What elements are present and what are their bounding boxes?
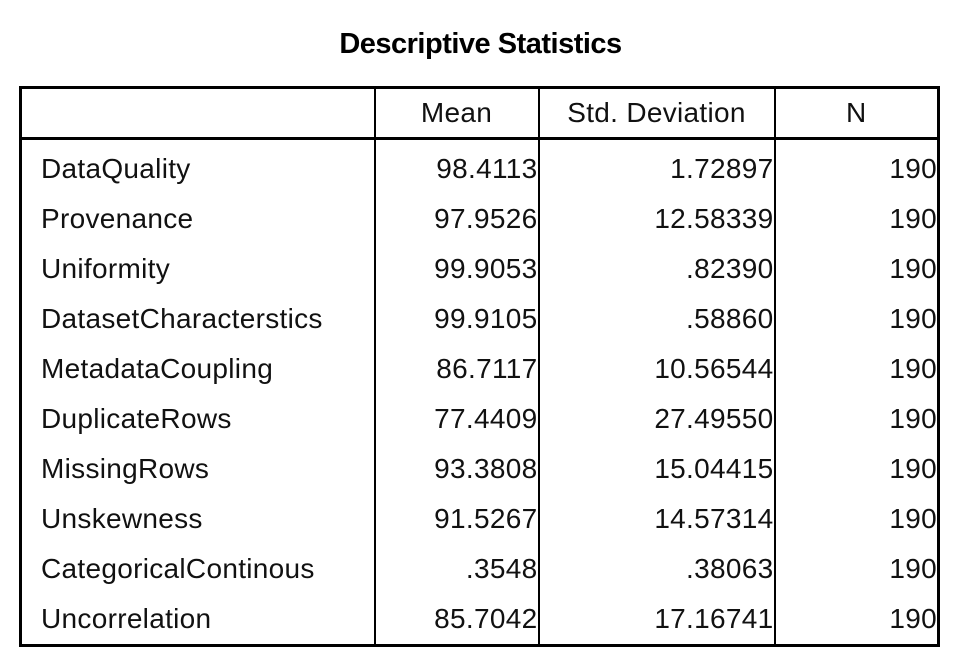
n-value: 190 [773, 194, 939, 244]
n-value: 190 [773, 138, 939, 194]
std-deviation-value: 1.72897 [537, 138, 775, 194]
n-value: 190 [773, 444, 939, 494]
mean-value: 86.7117 [373, 344, 539, 394]
n-value: 190 [773, 544, 939, 594]
n-value: 190 [773, 294, 939, 344]
n-value: 190 [773, 594, 939, 646]
table-row: MissingRows 93.3808 15.04415 190 [21, 444, 939, 494]
row-label: Uniformity [41, 253, 171, 284]
std-deviation-value: 12.58339 [537, 194, 775, 244]
row-label: MetadataCoupling [41, 353, 274, 384]
row-label: CategoricalContinous [41, 553, 315, 584]
header-n: N [773, 87, 939, 140]
header-std-deviation: Std. Deviation [537, 87, 775, 140]
row-label: Unskewness [41, 503, 203, 534]
std-deviation-value: 17.16741 [537, 594, 775, 646]
n-value: 190 [773, 244, 939, 294]
row-label: DuplicateRows [41, 403, 232, 434]
header-mean: Mean [373, 87, 539, 140]
table-row: Uniformity 99.9053.82390 190 [21, 244, 939, 294]
std-deviation-value: 27.49550 [537, 394, 775, 444]
row-label: Provenance [41, 203, 194, 234]
row-label: Uncorrelation [41, 603, 212, 634]
mean-value: .3548 [373, 544, 539, 594]
std-deviation-value: .58860 [537, 294, 775, 344]
std-deviation-value: 15.04415 [537, 444, 775, 494]
mean-value: 93.3808 [373, 444, 539, 494]
table-row: Uncorrelation 85.7042 17.16741 190 [21, 594, 939, 646]
row-label: DataQuality [41, 153, 191, 184]
table-title: Descriptive Statistics [339, 28, 622, 60]
table-row: Provenance 97.9526 12.58339 190 [21, 194, 939, 244]
table-row: Unskewness 91.5267 14.57314 190 [21, 494, 939, 544]
mean-value: 91.5267 [373, 494, 539, 544]
header-row: Mean Std. Deviation N [20, 87, 939, 140]
mean-value: 99.9053 [373, 244, 539, 294]
descriptive-statistics-table: Mean Std. Deviation N DataQuality 98.4113… [19, 86, 940, 647]
table-row: CategoricalContinous .3548.38063 190 [21, 544, 939, 594]
mean-value: 98.4113 [373, 138, 539, 194]
table-row: DuplicateRows 77.4409 27.49550 190 [21, 394, 939, 444]
std-deviation-value: 14.57314 [537, 494, 775, 544]
header-corner-cell [20, 87, 375, 140]
mean-value: 85.7042 [373, 594, 539, 646]
mean-value: 99.9105 [373, 294, 539, 344]
row-label: MissingRows [41, 453, 210, 484]
std-deviation-value: .82390 [537, 244, 775, 294]
table-row: DatasetCharacterstics 99.9105.58860 190 [21, 294, 939, 344]
std-deviation-value: .38063 [537, 544, 775, 594]
n-value: 190 [773, 394, 939, 444]
std-deviation-value: 10.56544 [537, 344, 775, 394]
n-value: 190 [773, 494, 939, 544]
mean-value: 77.4409 [373, 394, 539, 444]
row-label: DatasetCharacterstics [41, 303, 323, 334]
mean-value: 97.9526 [373, 194, 539, 244]
table-row: DataQuality 98.4113 1.72897 190 [21, 138, 939, 194]
table-row: MetadataCoupling 86.7117 10.56544 190 [21, 344, 939, 394]
n-value: 190 [773, 344, 939, 394]
